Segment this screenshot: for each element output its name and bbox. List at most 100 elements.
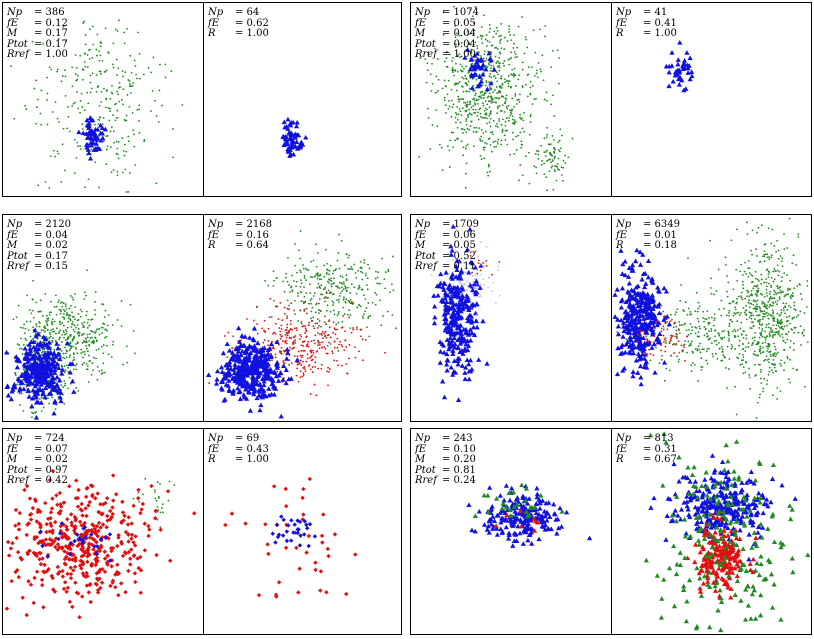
data-point-red (337, 364, 340, 366)
data-point-green (767, 313, 770, 315)
data-point-green (674, 313, 677, 316)
data-point-green (72, 356, 75, 359)
data-point-green (487, 174, 490, 177)
data-point-green (499, 34, 502, 37)
data-point-blue (298, 143, 304, 148)
data-point-blue (218, 379, 225, 384)
data-point-green (454, 46, 457, 49)
data-point-green (64, 94, 67, 97)
data-point-blue (40, 391, 46, 397)
data-point-blue (640, 252, 646, 257)
data-point-blue (255, 340, 261, 346)
data-point-green (519, 131, 522, 134)
data-point-green (118, 86, 120, 89)
data-point-green (496, 30, 499, 32)
data-point-green (743, 270, 746, 273)
data-point-green (303, 274, 306, 277)
data-point-blue (71, 389, 77, 394)
data-point-green (715, 290, 718, 292)
data-point-blue (241, 364, 247, 369)
data-point-blue (624, 326, 630, 332)
data-point-blue (282, 124, 288, 130)
data-point-green (756, 401, 759, 404)
data-point-green (337, 321, 340, 324)
data-point-green (462, 77, 465, 80)
data-point-blue (248, 350, 254, 355)
data-point-blue (3, 349, 10, 355)
data-point-lightblue (498, 294, 501, 297)
data-point-green (508, 25, 511, 28)
data-point-green (525, 83, 527, 86)
data-point-green (721, 337, 724, 339)
data-point-red (318, 341, 321, 344)
data-point-green (299, 285, 302, 288)
data-point-lightblue (458, 261, 461, 264)
data-point-green (512, 75, 515, 78)
data-point-green (286, 280, 289, 283)
data-point-red (311, 358, 314, 361)
data-point-green (691, 329, 694, 332)
data-point-green (778, 296, 781, 299)
data-point-lightblue (495, 302, 497, 304)
data-point-green (759, 309, 762, 312)
data-point-green (314, 311, 317, 314)
data-point-green (496, 125, 499, 128)
data-point-green (759, 318, 762, 321)
data-point-green (740, 321, 743, 324)
data-point-green (803, 334, 805, 337)
data-point-blue (649, 299, 655, 305)
subplot-left: Np = 386 fE = 0.12 M = 0.17 Ptot = 0.17 Rref = 1.… (3, 3, 203, 196)
data-point-green (112, 114, 114, 117)
data-point-blue (33, 399, 40, 405)
data-point-red (321, 330, 324, 333)
data-point-green (670, 354, 672, 357)
data-point-green (347, 286, 349, 289)
data-point-red (351, 302, 353, 305)
data-point-red (268, 316, 271, 319)
data-point-green (48, 402, 50, 405)
data-point-green (330, 291, 333, 294)
data-point-green (20, 347, 23, 350)
data-point-green (384, 271, 387, 274)
data-point-green (515, 103, 518, 105)
data-point-green (315, 302, 318, 305)
data-point-green (706, 310, 709, 313)
data-point-lightblue (450, 295, 453, 297)
data-point-blue (440, 299, 446, 304)
data-point-green (789, 358, 792, 361)
data-point-red (297, 380, 300, 383)
data-point-blue (244, 380, 251, 386)
data-point-blue (258, 353, 264, 359)
data-point-blue (448, 252, 454, 257)
data-point-green (556, 49, 559, 52)
data-point-red (683, 346, 686, 349)
data-point-green (304, 267, 307, 270)
data-point-green (768, 299, 771, 302)
data-point-green (106, 145, 109, 148)
data-point-green (762, 255, 764, 258)
data-point-green (560, 166, 563, 169)
data-point-green (506, 143, 509, 146)
data-point-green (58, 332, 60, 335)
data-point-green (688, 344, 691, 347)
data-point-green (529, 113, 532, 116)
data-point-blue (442, 320, 448, 326)
data-point-green (760, 368, 763, 371)
data-point-green (375, 270, 377, 273)
data-point-green (110, 356, 113, 358)
data-point-blue (251, 325, 257, 331)
data-point-green (132, 129, 135, 131)
data-point-green (369, 314, 372, 317)
data-point-green (485, 81, 488, 84)
data-point-green (772, 297, 775, 299)
data-point-green (550, 161, 552, 164)
data-point-blue (480, 318, 486, 324)
stat-line-fe: fE = 0.41 (616, 18, 677, 30)
data-point-blue (16, 357, 22, 363)
data-point-green (712, 355, 714, 358)
data-point-green (460, 41, 463, 44)
data-point-green (777, 321, 780, 323)
data-point-green (754, 305, 757, 308)
data-point-red (288, 363, 290, 366)
stat-line-np: Np = 6349 (616, 219, 680, 231)
